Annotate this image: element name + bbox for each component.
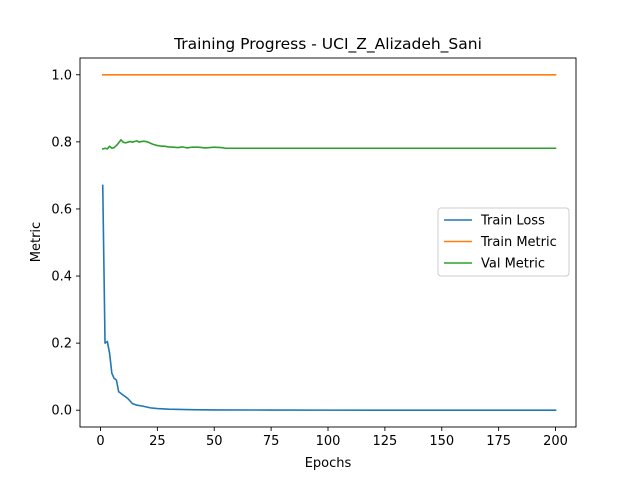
y-axis-label: Metric <box>29 222 44 262</box>
y-tick-label: 0.8 <box>51 135 72 150</box>
x-tick-label: 100 <box>316 434 341 449</box>
legend-label-train-metric: Train Metric <box>480 235 557 250</box>
legend: Train Loss Train Metric Val Metric <box>437 207 570 277</box>
x-tick-label: 50 <box>206 434 223 449</box>
x-tick-label: 175 <box>486 434 511 449</box>
y-tick-label: 1.0 <box>51 68 72 83</box>
axis-ticks: 0 25 50 75 100 125 150 175 200 0.0 0.2 0.4 0.6 0.8 1.0 <box>51 68 568 449</box>
legend-label-val-metric: Val Metric <box>481 257 545 272</box>
series-line-val-metric <box>101 139 557 150</box>
x-tick-label: 200 <box>543 434 568 449</box>
legend-box <box>437 207 570 277</box>
series-line-train-loss <box>101 184 557 411</box>
x-tick-label: 75 <box>263 434 280 449</box>
legend-label-train-loss: Train Loss <box>480 214 545 229</box>
plot-area <box>79 57 577 428</box>
y-tick-label: 0.6 <box>51 202 72 217</box>
x-tick-label: 125 <box>372 434 397 449</box>
chart-title: Training Progress - UCI_Z_Alizadeh_Sani <box>173 35 482 54</box>
x-tick-label: 0 <box>96 434 104 449</box>
y-tick-label: 0.0 <box>51 404 72 419</box>
y-tick-label: 0.4 <box>51 270 72 285</box>
x-axis-label: Epochs <box>305 456 352 471</box>
y-tick-label: 0.2 <box>51 337 72 352</box>
x-tick-label: 25 <box>149 434 166 449</box>
x-tick-label: 150 <box>429 434 454 449</box>
